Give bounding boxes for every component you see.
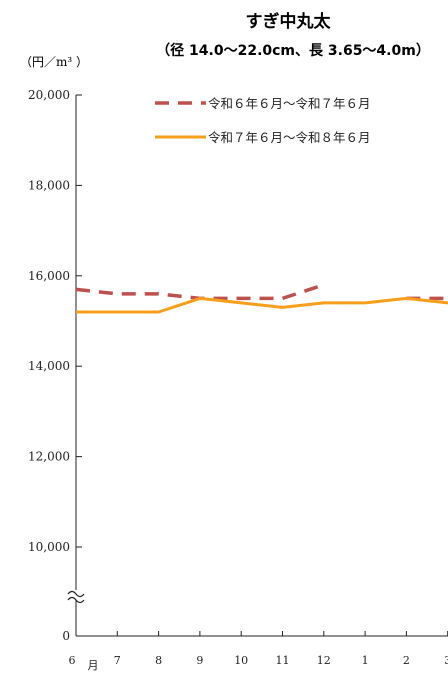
x-tick-label: 6 xyxy=(69,654,76,667)
y-tick-label: 14,000 xyxy=(28,359,70,373)
x-unit-label: 月 xyxy=(88,659,99,672)
legend-label-2: 令和７年６月～令和８年６月 xyxy=(208,130,371,145)
series-layer xyxy=(75,283,448,314)
y-tick-label: 12,000 xyxy=(28,450,70,464)
axis-break-icon xyxy=(67,590,85,604)
axis-break-wave xyxy=(67,596,85,604)
series-line-2 xyxy=(76,296,448,314)
chart-title: すぎ中丸太 xyxy=(246,11,332,32)
axis-break-gap xyxy=(68,590,84,600)
x-tick-label: 7 xyxy=(114,654,121,667)
x-tick-label: 10 xyxy=(234,654,248,667)
y-tick-label: 16,000 xyxy=(28,269,70,283)
x-tick-label: 11 xyxy=(276,654,290,667)
chart-subtitle: （径 14.0～22.0cm、長 3.65～4.0m） xyxy=(156,42,430,59)
axis-break-wave xyxy=(67,590,85,598)
legend-label-1: 令和６年６月～令和７年６月 xyxy=(208,96,371,111)
x-tick-label: 3 xyxy=(444,654,448,667)
axes: 0 10,000 12,000 14,000 16,000 18,000 20,000 6 7 8… xyxy=(28,88,448,672)
x-tick-label: 12 xyxy=(317,654,331,667)
x-tick-label: 1 xyxy=(362,654,369,667)
y-axis-unit-label: （円／m³ ） xyxy=(20,55,88,69)
y-tick-label: 10,000 xyxy=(28,540,70,554)
x-tick-label: 2 xyxy=(403,654,410,667)
x-tick-label: 9 xyxy=(196,654,203,667)
x-tick-label: 8 xyxy=(155,654,162,667)
y-tick-label: 20,000 xyxy=(28,88,70,102)
series-line-1 xyxy=(75,283,325,301)
y-tick-label: 0 xyxy=(62,629,70,643)
y-tick-label: 18,000 xyxy=(28,178,70,192)
